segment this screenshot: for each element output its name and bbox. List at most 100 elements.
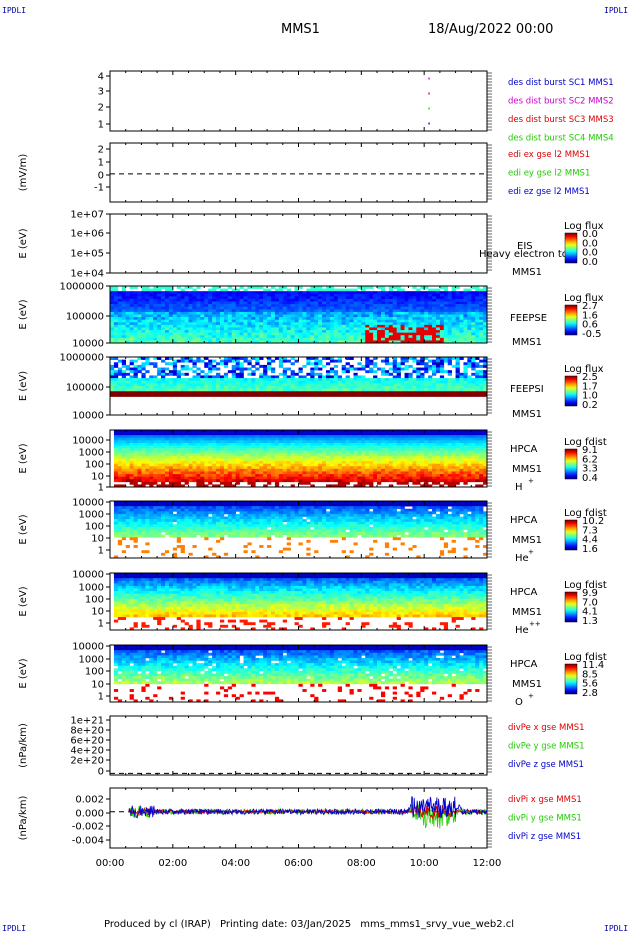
y-axis-label: E (eV) [18, 371, 29, 401]
spectrogram-hpca_he [113, 501, 488, 559]
x-tick-label: 10:00 [410, 858, 439, 869]
y-tick-label: 4 [98, 72, 104, 83]
y-tick-label: 10000 [72, 339, 104, 350]
panel-burst: 4 3 2 1 des dist burst SC1 MMS1 des dist burs… [98, 70, 614, 144]
colorbar-tick: 11.4 [582, 660, 604, 671]
y-tick-label: 8e+20 [70, 726, 104, 737]
species-label: He [515, 625, 529, 636]
y-tick-label: 3 [98, 87, 104, 98]
panel-feepse: 1000000 100000 10000 E (eV) FEEPSE MMS1 Log fl… [18, 282, 604, 350]
colorbar-tick: 1.0 [582, 391, 598, 402]
spectrogram-hpca_h [113, 430, 488, 488]
colorbar-tick: 0.4 [582, 473, 598, 484]
y-tick-label: 1 [98, 483, 104, 494]
overlay-text: Heavy electron to [479, 249, 568, 260]
charge-label: + [528, 477, 534, 485]
y-axis-label: E (eV) [18, 514, 29, 544]
legend-entry: des dist burst SC2 MMS2 [508, 97, 614, 107]
y-tick-label: 2 [98, 145, 104, 156]
instrument-label: EIS [517, 241, 533, 252]
y-axis-label: E (eV) [18, 586, 29, 616]
colorbar-tick: 9.1 [582, 445, 598, 456]
instrument-label: FEEPSE [510, 313, 547, 324]
datetime-title: 18/Aug/2022 00:00 [428, 22, 554, 37]
species-label: He [515, 553, 529, 564]
burst-point [428, 107, 430, 110]
y-tick-label: 1 [98, 546, 104, 557]
colorbar-tick: 1.3 [582, 616, 598, 627]
colorbar [564, 448, 578, 480]
panel-eis: 1e+07 1e+06 1e+05 1e+04 E (eV) EIS MMS1 Heavy e… [18, 210, 604, 280]
y-tick-label: 1000000 [59, 282, 104, 293]
legend-entry: divPe y gse MMS1 [508, 742, 585, 752]
y-tick-label: 0 [98, 767, 104, 778]
colorbar-tick: 0.6 [582, 320, 598, 331]
colorbar-tick: 3.3 [582, 464, 598, 475]
colorbar [564, 519, 578, 551]
legend-entry: des dist burst SC3 MMS3 [508, 115, 614, 125]
spacecraft-label: MMS1 [512, 337, 542, 348]
charge-label: ++ [529, 620, 541, 628]
colorbar-title: Log fdist [564, 580, 607, 591]
colorbar-tick: 1.6 [582, 310, 598, 321]
colorbar-tick: 0.0 [582, 257, 598, 268]
colorbar-tick: -0.5 [582, 329, 602, 340]
x-tick-label: 08:00 [347, 858, 376, 869]
y-tick-label: 100 [85, 460, 104, 471]
y-tick-label: 1 [98, 158, 104, 169]
x-tick-label: 04:00 [221, 858, 250, 869]
colorbar-tick: 7.0 [582, 597, 598, 608]
x-tick-label: 06:00 [284, 858, 313, 869]
y-tick-label: 1e+07 [70, 210, 104, 221]
colorbar-tick: 2.5 [582, 372, 598, 383]
panel-frame [109, 70, 488, 132]
y-tick-label: 10000 [72, 411, 104, 422]
legend-entry: edi ex gse l2 MMS1 [508, 150, 590, 160]
y-tick-label: 100000 [66, 383, 104, 394]
spacecraft-label: MMS1 [512, 464, 542, 475]
y-tick-label: 1000 [79, 510, 104, 521]
colorbar-tick: 8.5 [582, 669, 598, 680]
instrument-label: FEEPSI [510, 384, 544, 395]
species-label: O [515, 697, 523, 708]
y-axis-label: E (eV) [18, 658, 29, 688]
colorbar-tick: 1.6 [582, 544, 598, 555]
ipdl-bottom-right: IPDLI [604, 924, 629, 933]
y-axis-label: (nPa/km) [18, 723, 29, 768]
legend-entry: des dist burst SC4 MMS4 [508, 134, 614, 144]
y-tick-label: 1e+04 [70, 269, 104, 280]
ipdl-top-left: IPDLI [2, 6, 27, 15]
y-tick-label: -1 [94, 183, 104, 194]
panel-edi: 2 1 0-1 (mV/m) edi ex gse l2 MMS1 edi ey gse … [18, 142, 590, 203]
y-tick-label: 1000 [79, 448, 104, 459]
footer-produced-by: Produced by cl (IRAP) [104, 919, 211, 930]
colorbar-title: Log fdist [564, 437, 607, 448]
y-axis-label: E (eV) [18, 443, 29, 473]
y-tick-label: -0.002 [72, 822, 104, 833]
legend-entry: des dist burst SC1 MMS1 [508, 78, 614, 88]
colorbar-tick: 7.3 [582, 525, 598, 536]
y-tick-label: 1000 [79, 583, 104, 594]
colorbar-tick: 9.9 [582, 588, 598, 599]
spacecraft-label: MMS1 [512, 409, 542, 420]
y-tick-label: 10 [91, 607, 104, 618]
y-tick-label: 1 [98, 619, 104, 630]
panel-frame [109, 142, 488, 203]
y-tick-label: 10000 [72, 498, 104, 509]
colorbar [564, 663, 578, 695]
spectrogram-feepse [110, 286, 488, 344]
legend-entry: divPi y gse MMS1 [508, 814, 582, 824]
burst-point [428, 77, 430, 80]
spacecraft-title: MMS1 [281, 22, 320, 37]
instrument-label: HPCA [510, 444, 538, 455]
charge-label: + [528, 548, 534, 556]
y-tick-label: 0 [98, 171, 104, 182]
legend-entry: edi ez gse l2 MMS1 [508, 187, 590, 197]
footer: Produced by cl (IRAP) Printing date: 03/… [104, 919, 520, 930]
legend-entry: divPe x gse MMS1 [508, 723, 585, 733]
colorbar-tick: 2.7 [582, 301, 598, 312]
y-tick-label: 100 [85, 667, 104, 678]
y-tick-label: 100000 [66, 312, 104, 323]
